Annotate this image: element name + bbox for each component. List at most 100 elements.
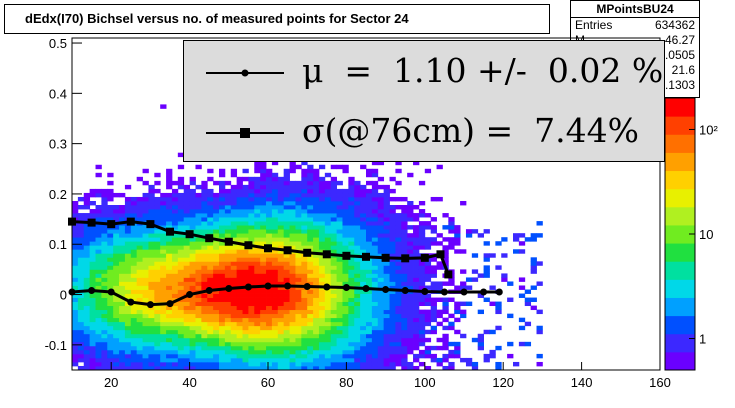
heatmap-cell (166, 265, 173, 270)
heatmap-cell (377, 273, 385, 278)
heatmap-cell (254, 180, 261, 186)
heatmap-cell (160, 333, 167, 339)
heatmap-cell (501, 273, 508, 278)
heatmap-cell (360, 200, 367, 206)
heatmap-cell (377, 253, 385, 258)
heatmap-cell (124, 341, 132, 347)
heatmap-cell (313, 353, 320, 359)
heatmap-cell (107, 249, 114, 254)
heatmap-cell (483, 257, 490, 262)
heatmap-cell (177, 309, 185, 315)
heatmap-cell (166, 225, 173, 230)
heatmap-cell (301, 341, 308, 347)
heatmap-cell (313, 225, 320, 230)
heatmap-cell (230, 277, 238, 282)
heatmap-cell (83, 345, 91, 351)
heatmap-cell (148, 365, 155, 371)
heatmap-cell (495, 309, 502, 315)
heatmap-cell (260, 213, 267, 218)
heatmap-cell (189, 265, 196, 270)
heatmap-cell (418, 329, 426, 335)
heatmap-cell (136, 205, 143, 210)
heatmap-cell (401, 353, 408, 359)
heatmap-cell (101, 253, 108, 258)
heatmap-cell (201, 277, 208, 282)
heatmap-cell (119, 253, 126, 258)
heatmap-cell (189, 301, 196, 307)
data-point (342, 251, 351, 260)
heatmap-cell (77, 265, 85, 270)
heatmap-cell (113, 281, 120, 286)
heatmap-cell (301, 241, 308, 246)
heatmap-cell (383, 265, 390, 270)
heatmap-cell (271, 180, 279, 186)
heatmap-cell (307, 245, 314, 250)
heatmap-cell (330, 365, 337, 371)
heatmap-cell (119, 229, 126, 234)
heatmap-cell (436, 309, 443, 315)
heatmap-cell (289, 329, 296, 335)
heatmap-cell (254, 353, 261, 359)
heatmap-cell (77, 253, 85, 258)
heatmap-cell (318, 301, 326, 307)
heatmap-cell (219, 269, 226, 274)
heatmap-cell (124, 289, 132, 294)
heatmap-cell (154, 241, 161, 246)
heatmap-cell (195, 325, 202, 331)
heatmap-cell (142, 209, 149, 214)
heatmap-cell (119, 241, 126, 246)
heatmap-cell (254, 261, 261, 266)
heatmap-cell (248, 281, 255, 286)
heatmap-cell (124, 249, 132, 254)
heatmap-cell (330, 237, 337, 242)
x-tick-label: 120 (492, 375, 514, 390)
heatmap-cell (336, 277, 343, 282)
heatmap-cell (166, 269, 173, 274)
heatmap-cell (183, 225, 190, 230)
heatmap-cell (201, 337, 208, 343)
heatmap-cell (413, 341, 420, 347)
heatmap-cell (130, 325, 138, 331)
heatmap-cell (389, 225, 396, 230)
heatmap-cell (224, 313, 232, 319)
heatmap-cell (242, 361, 249, 367)
heatmap-cell (254, 341, 261, 347)
heatmap-cell (136, 217, 143, 222)
heatmap-cell (230, 237, 238, 242)
heatmap-cell (195, 265, 202, 270)
heatmap-cell (383, 205, 390, 210)
heatmap-cell (242, 345, 249, 351)
heatmap-cell (77, 217, 85, 222)
heatmap-cell (407, 349, 414, 355)
heatmap-cell (289, 245, 296, 250)
heatmap-cell (307, 172, 314, 178)
heatmap-cell (119, 333, 126, 339)
heatmap-cell (77, 293, 85, 298)
heatmap-cell (336, 249, 343, 254)
legend-sigma-marker (240, 128, 250, 138)
heatmap-cell (342, 361, 349, 367)
heatmap-cell (330, 345, 337, 351)
heatmap-cell (289, 269, 296, 274)
heatmap-cell (436, 345, 443, 351)
heatmap-cell (383, 213, 390, 218)
heatmap-cell (266, 309, 273, 315)
heatmap-cell (324, 325, 332, 331)
heatmap-cell (360, 305, 367, 311)
heatmap-cell (289, 365, 296, 371)
heatmap-cell (201, 365, 208, 371)
heatmap-cell (95, 353, 102, 359)
heatmap-cell (95, 213, 102, 218)
heatmap-cell (242, 225, 249, 230)
heatmap-cell (201, 325, 208, 331)
heatmap-cell (160, 297, 167, 302)
heatmap-cell (313, 281, 320, 286)
data-point (322, 250, 331, 259)
heatmap-cell (195, 205, 202, 210)
heatmap-cell (271, 341, 279, 347)
heatmap-cell (260, 192, 267, 198)
heatmap-cell (130, 281, 138, 286)
heatmap-cell (271, 345, 279, 351)
heatmap-cell (360, 309, 367, 315)
heatmap-cell (72, 200, 79, 206)
